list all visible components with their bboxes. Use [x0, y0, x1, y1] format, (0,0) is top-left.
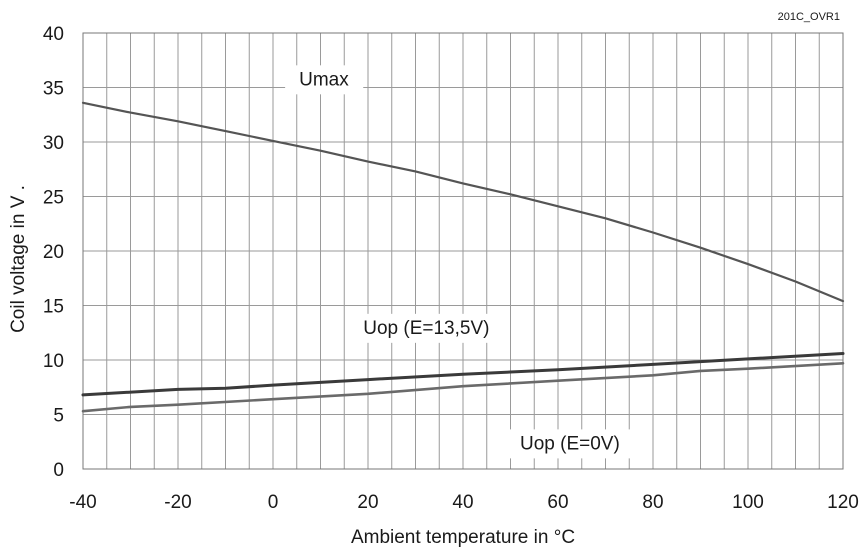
- x-axis-label: Ambient temperature in °C: [351, 527, 575, 548]
- y-tick-label: 35: [43, 79, 64, 100]
- y-tick-label: 5: [53, 406, 64, 427]
- x-tick-label: 40: [452, 492, 473, 513]
- series-line-uop-0v: [81, 361, 845, 413]
- plot-frame: [82, 32, 844, 470]
- x-tick-label: 120: [827, 492, 859, 513]
- y-tick-label: 25: [43, 188, 64, 209]
- y-axis-label: Coil voltage in V .: [8, 185, 29, 333]
- y-axis-ticks: 0 5 10 15 20 25 30 35 40: [43, 24, 64, 481]
- x-tick-label: 20: [357, 492, 378, 513]
- series-label-uop-13-5v: Uop (E=13,5V): [363, 318, 489, 339]
- y-tick-label: 40: [43, 24, 64, 45]
- x-tick-label: 0: [268, 492, 279, 513]
- grid: [82, 32, 844, 470]
- series-group: [81, 101, 845, 413]
- y-tick-label: 15: [43, 297, 64, 318]
- chart-code: 201C_OVR1: [778, 11, 840, 23]
- uop-0v-label-background: [506, 429, 634, 459]
- x-tick-label: 100: [732, 492, 764, 513]
- series-label-uop-0v: Uop (E=0V): [520, 433, 620, 454]
- series-line-umax: [81, 101, 845, 303]
- y-tick-label: 10: [43, 351, 64, 372]
- x-axis-ticks: -40 -20 0 20 40 60 80 100 120: [69, 492, 859, 513]
- uop-13-5v-label-background: [349, 313, 504, 343]
- x-tick-label: -40: [69, 492, 96, 513]
- y-tick-label: 30: [43, 133, 64, 154]
- series-line-uop-13-5v: [81, 352, 845, 397]
- y-tick-label: 20: [43, 242, 64, 263]
- series-label-umax: Umax: [299, 69, 349, 90]
- y-tick-label: 0: [53, 460, 64, 481]
- x-tick-label: 60: [547, 492, 568, 513]
- x-tick-label: 80: [642, 492, 663, 513]
- x-tick-label: -20: [164, 492, 191, 513]
- umax-label-background: [285, 65, 364, 95]
